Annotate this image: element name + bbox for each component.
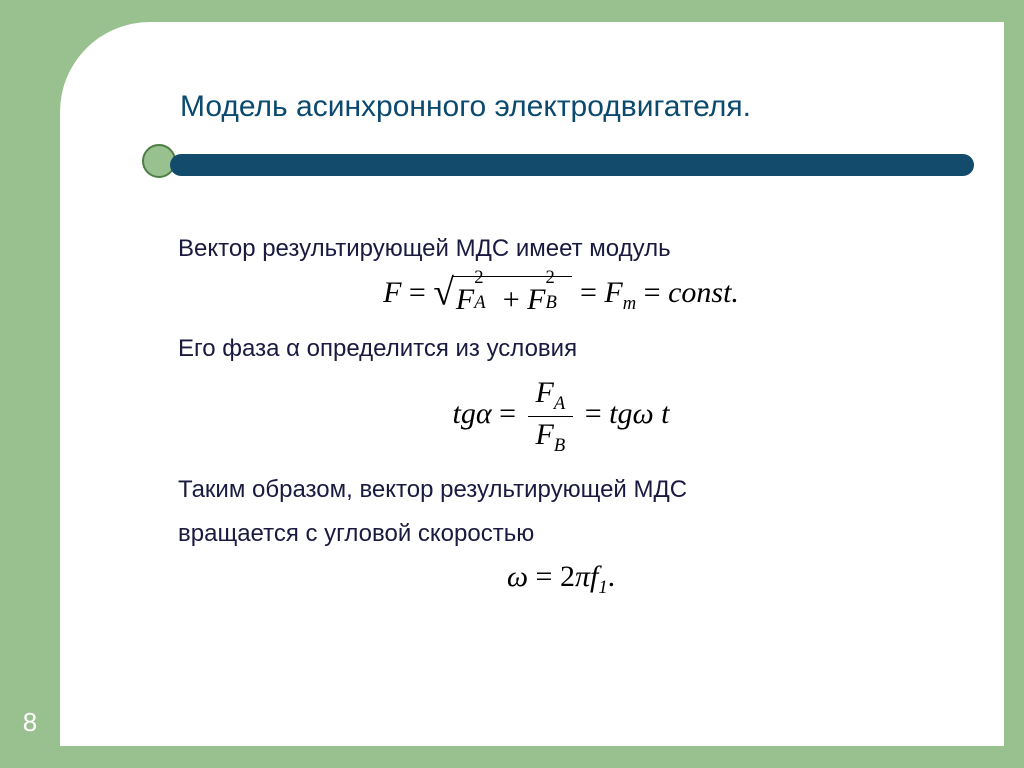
slide-title: Модель асинхронного электродвигателя. [180,90,974,124]
eq2-fraction: FA FB [528,375,574,457]
paragraph-3b: вращается с угловой скоростью [178,517,944,551]
equation-2: tgα = FA FB = tgω t [178,375,944,457]
eq3-lhs: ω [507,560,528,593]
plus-sign: + [503,283,527,316]
title-bar-fill [170,154,974,176]
slide: Модель асинхронного электродвигателя. Ве… [0,0,1024,768]
equals-sign: = [499,397,523,430]
slide-card: Модель асинхронного электродвигателя. Ве… [60,22,1004,746]
radical-icon: √ [433,278,454,308]
equation-3: ω = 2πf1. [178,560,944,599]
title-bar [180,148,974,176]
equals-sign: = [580,276,604,309]
title-block: Модель асинхронного электродвигателя. [180,90,974,176]
paragraph-3a: Таким образом, вектор результирующей МДС [178,473,944,507]
eq3-tail: . [608,560,616,593]
equals-sign: = [409,276,433,309]
equals-sign: = [644,276,668,309]
content-block: Вектор результирующей МДС имеет модуль F… [178,222,944,706]
eq3-coeff: 2 [560,560,575,593]
equals-sign: = [585,397,609,430]
eq1-term1-subsup: A2 [474,279,495,309]
eq1-term2-base: F [527,283,545,316]
eq1-term1-base: F [456,283,474,316]
equation-1: F = √ FA2 + FB2 = Fm = const. [178,276,944,316]
eq2-lhs: tgα [453,397,492,430]
eq1-term2-subsup: B2 [545,279,566,309]
eq3-fsub: 1 [598,577,607,598]
eq1-radicand: FA2 + FB2 [452,276,573,316]
eq2-numerator: FA [528,375,574,416]
eq2-rhs: tgω t [609,397,669,430]
paragraph-2: Его фаза α определится из условия [178,332,944,366]
sqrt-icon: √ FA2 + FB2 [433,276,572,316]
paragraph-1: Вектор результирующей МДС имеет модуль [178,232,944,266]
eq2-denominator: FB [528,417,574,457]
equals-sign: = [536,560,560,593]
page-number: 8 [0,707,60,738]
eq1-lhs: F [383,276,401,309]
eq1-Fm-sub: m [623,293,636,314]
eq3-pi: π [575,560,590,593]
eq1-const: const. [668,276,739,309]
eq1-Fm-base: F [604,276,622,309]
